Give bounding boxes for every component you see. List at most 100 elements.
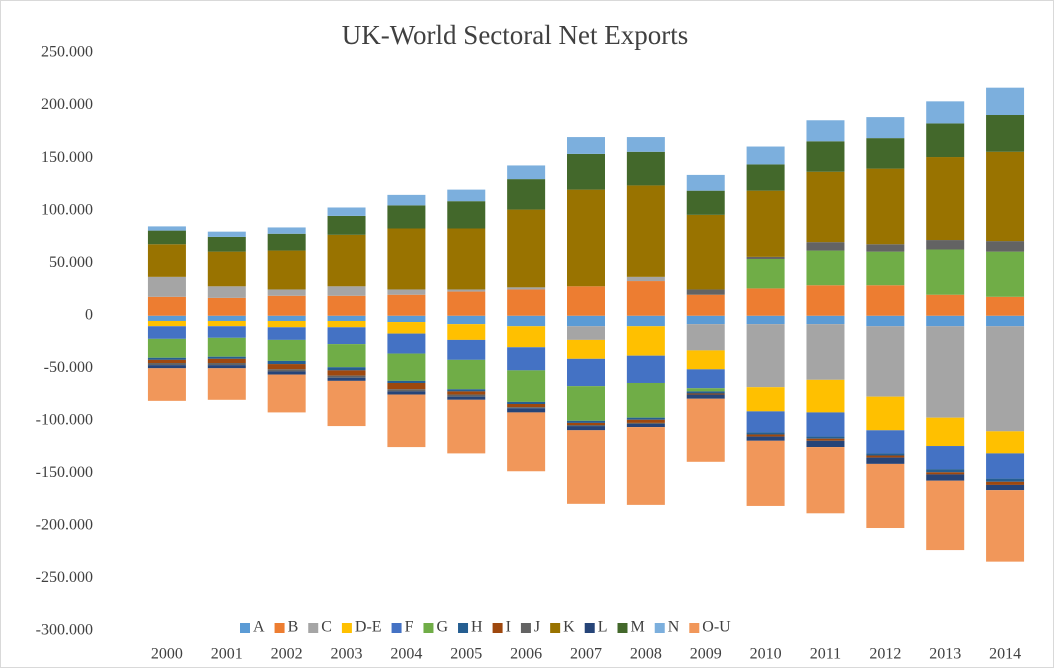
bar-segment (926, 294, 965, 316)
bar-segment (387, 205, 426, 229)
x-tick-label: 2006 (510, 646, 542, 663)
bar-segment (866, 453, 905, 456)
bar-segment (926, 326, 965, 418)
bar-segment (327, 380, 366, 427)
legend-label: D-E (355, 619, 382, 636)
x-tick-label: 2001 (211, 646, 243, 663)
bar-segment (806, 436, 845, 439)
bar-segment (746, 436, 785, 441)
legend-swatch (550, 623, 561, 633)
bar-segment (267, 320, 306, 328)
bar-segment (686, 289, 725, 295)
bar-segment (207, 363, 246, 366)
bar-segment (447, 359, 486, 390)
legend-swatch (617, 623, 628, 633)
bar-segment (806, 315, 845, 325)
x-tick-label: 2014 (989, 646, 1021, 663)
bar-segment (806, 250, 845, 286)
bar-segment (507, 209, 546, 288)
y-tick-label: -300.000 (36, 622, 93, 639)
bar-segment (746, 258, 785, 289)
bar-segment (447, 391, 486, 395)
bar-segment (567, 137, 605, 154)
bar-segment (327, 344, 366, 368)
bar-segment (626, 137, 665, 152)
bar-segment (387, 322, 426, 334)
bar-segment (746, 315, 785, 325)
bar-segment (147, 338, 186, 358)
legend-swatch (341, 623, 352, 633)
bar-segment (327, 315, 366, 321)
bar-segment (507, 347, 546, 371)
bar-segment (746, 190, 785, 257)
bar-segment (866, 251, 905, 286)
x-tick-label: 2013 (929, 646, 961, 663)
bar-segment (926, 240, 965, 250)
legend-swatch (689, 623, 700, 633)
legend-label: M (631, 619, 645, 636)
x-tick-label: 2000 (151, 646, 183, 663)
bar-segment (327, 327, 366, 345)
bar-segment (507, 165, 546, 180)
bar-segment (507, 370, 546, 402)
bar-segment (686, 174, 725, 191)
bar-segment (866, 138, 905, 169)
bar-segment (806, 242, 845, 251)
bar-segment (387, 289, 426, 295)
bar-segment (507, 289, 546, 316)
bar-segment (267, 295, 306, 316)
bar-segment (327, 295, 366, 316)
bar-segment (267, 364, 306, 370)
bar-segment (447, 389, 486, 392)
bar-segment (447, 396, 486, 400)
bar-segment (866, 117, 905, 139)
legend-label: N (668, 619, 680, 636)
bar-segment (507, 326, 546, 348)
legend-label: B (288, 619, 299, 636)
x-tick-label: 2008 (630, 646, 662, 663)
bar-segment (267, 233, 306, 251)
bar-segment (147, 357, 186, 360)
y-tick-label: 100.000 (41, 201, 93, 218)
bar-segment (866, 168, 905, 245)
bar-segment (567, 153, 605, 190)
bar-segment (626, 427, 665, 505)
legend-label: F (405, 619, 414, 636)
bar-segment (387, 228, 426, 290)
bar-segment (147, 326, 186, 339)
x-tick-label: 2004 (390, 646, 422, 663)
bar-segment (686, 369, 725, 389)
y-tick-label: 250.000 (41, 44, 93, 61)
bar-segment (147, 296, 186, 316)
bar-segment (267, 327, 306, 340)
bar-segment (147, 368, 186, 401)
legend-swatch (423, 623, 434, 633)
bar-segment (806, 120, 845, 142)
y-tick-label: -250.000 (36, 569, 93, 586)
bar-segment (986, 151, 1025, 242)
bar-segment (986, 115, 1025, 152)
bar-segment (806, 171, 845, 243)
bar-segment (626, 185, 665, 277)
bar-segment (686, 391, 725, 394)
legend-label: A (253, 619, 265, 636)
bar-segment (746, 324, 785, 388)
bar-segment (387, 294, 426, 316)
bar-segment (507, 401, 546, 405)
bar-segment (567, 425, 605, 427)
bar-segment (507, 412, 546, 472)
bar-segment (567, 426, 605, 431)
y-tick-label: 0 (85, 306, 93, 323)
y-tick-label: -100.000 (36, 411, 93, 428)
bar-segment (567, 286, 605, 316)
bar-segment (387, 394, 426, 448)
bar-segment (866, 455, 905, 458)
bar-segment (147, 359, 186, 364)
bar-segment (686, 214, 725, 290)
bar-segment (806, 141, 845, 172)
bar-segment (207, 356, 246, 359)
bar-segment (806, 324, 845, 380)
y-tick-label: 200.000 (41, 96, 93, 113)
bar-segment (267, 289, 306, 296)
bar-segment (866, 315, 905, 327)
